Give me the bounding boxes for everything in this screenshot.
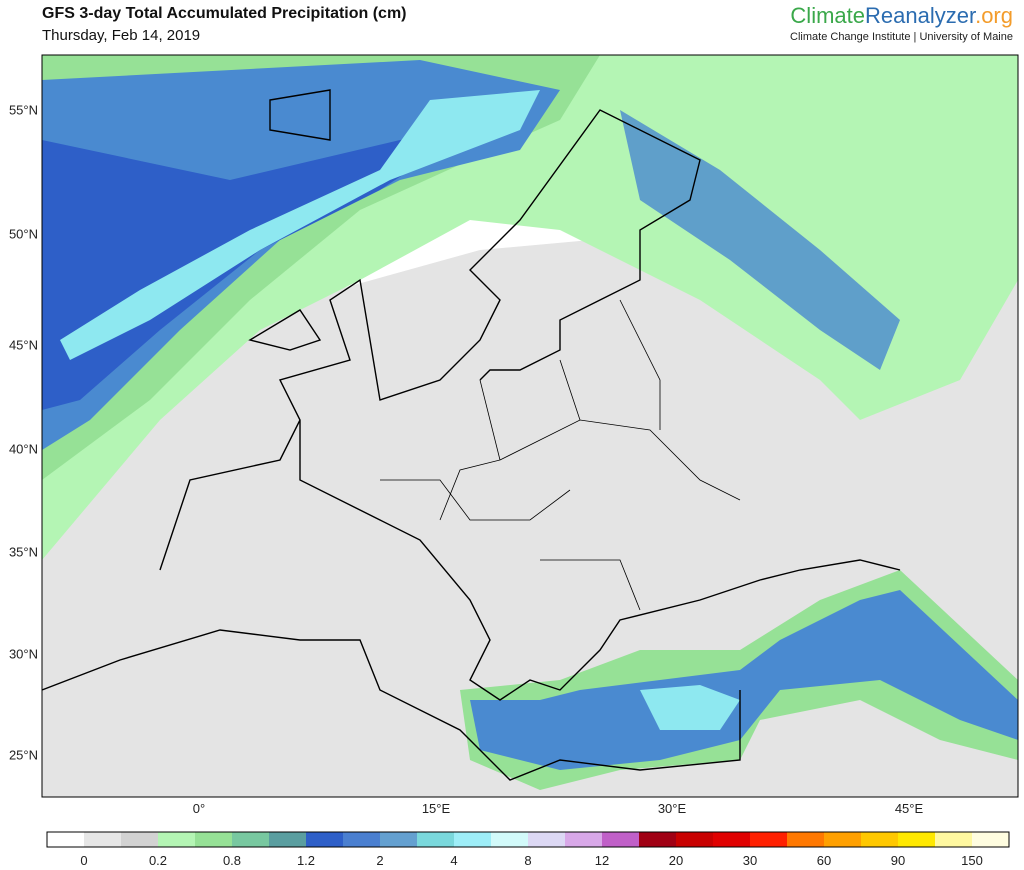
lat-label: 45°N <box>9 337 38 352</box>
lat-label: 35°N <box>9 544 38 559</box>
colorbar-swatch <box>47 832 84 847</box>
lat-label: 40°N <box>9 441 38 456</box>
map-area <box>42 55 1018 797</box>
colorbar-swatch <box>306 832 343 847</box>
colorbar-swatch <box>861 832 898 847</box>
colorbar-label: 2 <box>376 853 383 868</box>
colorbar-label: 1.2 <box>297 853 315 868</box>
colorbar-swatch <box>713 832 750 847</box>
colorbar-swatch <box>158 832 195 847</box>
logo: ClimateReanalyzer.org <box>790 3 1013 28</box>
lon-label: 30°E <box>658 801 687 816</box>
colorbar-swatch <box>269 832 306 847</box>
colorbar-label: 60 <box>817 853 831 868</box>
lat-label: 30°N <box>9 646 38 661</box>
colorbar-label: 8 <box>524 853 531 868</box>
precip-area <box>60 90 540 360</box>
colorbar: 0 0.2 0.8 1.2 2 4 8 12 20 30 60 90 150 <box>46 831 1010 868</box>
colorbar-swatch <box>676 832 713 847</box>
colorbar-swatch <box>195 832 232 847</box>
lon-label: 0° <box>193 801 205 816</box>
colorbar-label: 30 <box>743 853 757 868</box>
coastline <box>159 109 901 701</box>
colorbar-swatch <box>898 832 935 847</box>
logo-part: .org <box>975 3 1013 28</box>
colorbar-swatch <box>417 832 454 847</box>
date: Thursday, Feb 14, 2019 <box>42 27 200 44</box>
colorbar-swatch <box>787 832 824 847</box>
lon-label: 15°E <box>422 801 451 816</box>
colorbar-swatch <box>935 832 972 847</box>
precip-area <box>470 590 1018 770</box>
colorbar-swatch <box>84 832 121 847</box>
colorbar-swatch <box>491 832 528 847</box>
colorbar-swatch <box>121 832 158 847</box>
logo-part: Reanalyzer <box>865 3 976 28</box>
colorbar-swatch <box>639 832 676 847</box>
colorbar-label: 0.2 <box>149 853 167 868</box>
colorbar-swatch <box>972 832 1009 847</box>
colorbar-swatch <box>343 832 380 847</box>
map-frame <box>41 54 1019 798</box>
logo-part: Climate <box>790 3 865 28</box>
colorbar-label: 0.8 <box>223 853 241 868</box>
colorbar-label: 20 <box>669 853 683 868</box>
colorbar-label: 4 <box>450 853 457 868</box>
coastline <box>248 89 331 351</box>
colorbar-swatch <box>602 832 639 847</box>
colorbar-label: 12 <box>595 853 609 868</box>
country-border <box>380 299 741 611</box>
colorbar-label: 150 <box>961 853 983 868</box>
coastline <box>42 629 741 781</box>
lat-label: 55°N <box>9 102 38 117</box>
colorbar-label: 90 <box>891 853 905 868</box>
colorbar-frame <box>46 831 1010 848</box>
colorbar-label: 0 <box>80 853 87 868</box>
precip-area <box>42 130 470 410</box>
colorbar-swatch <box>232 832 269 847</box>
colorbar-swatch <box>824 832 861 847</box>
colorbar-swatch <box>454 832 491 847</box>
colorbar-swatch <box>750 832 787 847</box>
subtitle: Climate Change Institute | University of… <box>790 31 1013 43</box>
colorbar-swatch <box>380 832 417 847</box>
lon-label: 45°E <box>895 801 924 816</box>
lat-label: 50°N <box>9 226 38 241</box>
precip-area <box>640 685 740 730</box>
title: GFS 3-day Total Accumulated Precipitatio… <box>42 5 407 22</box>
colorbar-swatch <box>565 832 602 847</box>
lat-label: 25°N <box>9 747 38 762</box>
colorbar-swatch <box>528 832 565 847</box>
precip-area <box>620 110 900 370</box>
